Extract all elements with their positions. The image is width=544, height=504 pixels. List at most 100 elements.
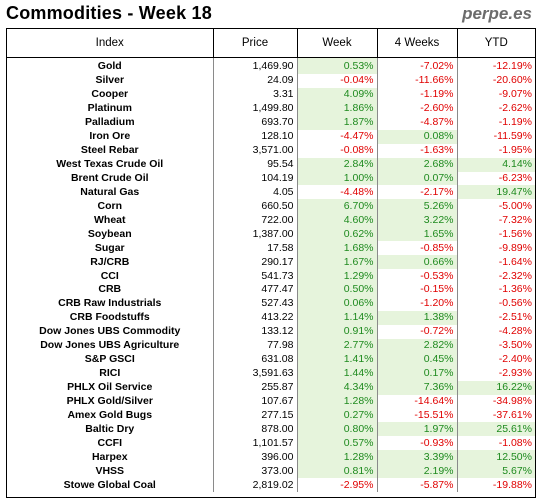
price-cell: 413.22: [213, 310, 298, 325]
price-cell: 878.00: [213, 422, 298, 437]
four-weeks-cell: 0.66%: [377, 255, 458, 270]
table-row: CRB 477.47 0.50% -0.15% -1.36%: [7, 283, 535, 297]
price-cell: 107.67: [213, 394, 298, 409]
table-header-row: Index Price Week 4 Weeks YTD: [7, 29, 535, 58]
header-bar: Commodities - Week 18 perpe.es: [0, 0, 544, 28]
four-weeks-cell: -0.72%: [377, 324, 458, 339]
commodities-table: Index Price Week 4 Weeks YTD Gold 1,469.9…: [7, 29, 535, 493]
week-cell: 1.14%: [297, 310, 378, 325]
price-cell: 277.15: [213, 408, 298, 423]
four-weeks-cell: 0.45%: [377, 352, 458, 367]
table-row: Palladium 693.70 1.87% -4.87% -1.19%: [7, 115, 535, 130]
four-weeks-cell: -2.17%: [377, 185, 458, 200]
ytd-cell: -6.23%: [498, 171, 532, 184]
week-cell: 0.50%: [297, 283, 378, 297]
column-header-ytd: YTD: [457, 29, 535, 58]
index-cell: Dow Jones UBS Commodity: [7, 324, 214, 339]
ytd-cell: -1.08%: [498, 436, 532, 449]
four-weeks-cell: -0.15%: [377, 283, 458, 297]
page-title: Commodities - Week 18: [6, 3, 212, 23]
index-cell: Cooper: [7, 87, 214, 102]
price-cell: 1,499.80: [213, 101, 298, 116]
column-header-week: Week: [297, 29, 378, 58]
ytd-cell: -37.61%: [492, 408, 532, 421]
index-cell: PHLX Oil Service: [7, 380, 214, 395]
price-cell: 2,819.02: [213, 478, 298, 493]
table-row: Dow Jones UBS Commodity 133.12 0.91% -0.72%…: [7, 324, 535, 339]
table-row: CCI 541.73 1.29% -0.53% -2.32%: [7, 269, 535, 283]
price-cell: 527.43: [213, 296, 298, 311]
four-weeks-cell: -0.85%: [377, 241, 458, 256]
index-cell: CCFI: [7, 436, 214, 451]
week-cell: 0.80%: [297, 422, 378, 437]
table-row: CRB Foodstuffs 413.22 1.14% 1.38% -2.51%: [7, 310, 535, 325]
ytd-cell: -20.60%: [492, 74, 532, 87]
price-cell: 477.47: [213, 283, 298, 297]
ytd-cell: -2.62%: [498, 102, 532, 115]
index-cell: Platinum: [7, 101, 214, 116]
week-cell: 1.86%: [297, 101, 378, 116]
price-cell: 1,101.57: [213, 436, 298, 451]
table-row: Corn 660.50 6.70% 5.26% -5.00%: [7, 199, 535, 214]
index-cell: Brent Crude Oil: [7, 171, 214, 186]
price-cell: 128.10: [213, 129, 298, 144]
index-cell: CCI: [7, 269, 214, 283]
index-cell: Silver: [7, 73, 214, 88]
price-cell: 722.00: [213, 213, 298, 228]
ytd-cell: -4.28%: [498, 325, 532, 338]
week-cell: 1.67%: [297, 255, 378, 270]
price-cell: 396.00: [213, 450, 298, 465]
ytd-cell: 5.67%: [457, 464, 535, 479]
ytd-cell: -34.98%: [492, 394, 532, 407]
table-row: Wheat 722.00 4.60% 3.22% -7.32%: [7, 213, 535, 228]
brand-label: perpe.es: [462, 4, 532, 23]
index-cell: RICI: [7, 366, 214, 381]
table-row: PHLX Oil Service 255.87 4.34% 7.36% 16.22%: [7, 380, 535, 395]
week-cell: 0.91%: [297, 324, 378, 339]
table-row: Dow Jones UBS Agriculture 77.98 2.77% 2.82%…: [7, 338, 535, 353]
ytd-cell: 12.50%: [457, 450, 535, 465]
week-cell: 1.44%: [297, 366, 378, 381]
ytd-cell: 25.61%: [457, 422, 535, 437]
ytd-cell: -12.19%: [492, 60, 532, 73]
four-weeks-cell: -15.51%: [377, 408, 458, 423]
table-row: Amex Gold Bugs 277.15 0.27% -15.51% -37.61%: [7, 408, 535, 423]
four-weeks-cell: 5.26%: [377, 199, 458, 214]
table-row: Gold 1,469.90 0.53% -7.02% -12.19%: [7, 57, 535, 74]
table-row: Sugar 17.58 1.68% -0.85% -9.89%: [7, 241, 535, 256]
ytd-cell: -2.51%: [498, 311, 532, 324]
table-row: Soybean 1,387.00 0.62% 1.65% -1.56%: [7, 227, 535, 242]
index-cell: Harpex: [7, 450, 214, 465]
four-weeks-cell: 2.82%: [377, 338, 458, 353]
week-cell: 4.09%: [297, 87, 378, 102]
price-cell: 290.17: [213, 255, 298, 270]
four-weeks-cell: 2.68%: [377, 157, 458, 172]
price-cell: 104.19: [213, 171, 298, 186]
ytd-cell: -2.32%: [498, 269, 532, 282]
index-cell: VHSS: [7, 464, 214, 479]
week-cell: 0.81%: [297, 464, 378, 479]
ytd-cell: -11.59%: [493, 130, 532, 143]
ytd-cell: -1.56%: [498, 227, 532, 240]
ytd-cell: -9.89%: [498, 241, 532, 254]
ytd-cell: -7.32%: [498, 213, 532, 226]
ytd-cell: -5.00%: [498, 199, 532, 212]
ytd-cell: -2.40%: [498, 353, 532, 366]
index-cell: CRB Foodstuffs: [7, 310, 214, 325]
index-cell: Sugar: [7, 241, 214, 256]
week-cell: -0.04%: [297, 73, 378, 88]
week-cell: 0.57%: [297, 436, 378, 451]
index-cell: Dow Jones UBS Agriculture: [7, 338, 214, 353]
table-row: Natural Gas 4.05 -4.48% -2.17% 19.47%: [7, 185, 535, 200]
price-cell: 133.12: [213, 324, 298, 339]
ytd-cell: -9.07%: [498, 88, 532, 101]
price-cell: 3,591.63: [213, 366, 298, 381]
week-cell: 4.60%: [297, 213, 378, 228]
four-weeks-cell: 7.36%: [377, 380, 458, 395]
ytd-cell: -0.56%: [498, 297, 532, 310]
four-weeks-cell: 1.38%: [377, 310, 458, 325]
table-row: RJ/CRB 290.17 1.67% 0.66% -1.64%: [7, 255, 535, 270]
price-cell: 255.87: [213, 380, 298, 395]
ytd-cell: -3.50%: [498, 339, 532, 352]
price-cell: 373.00: [213, 464, 298, 479]
